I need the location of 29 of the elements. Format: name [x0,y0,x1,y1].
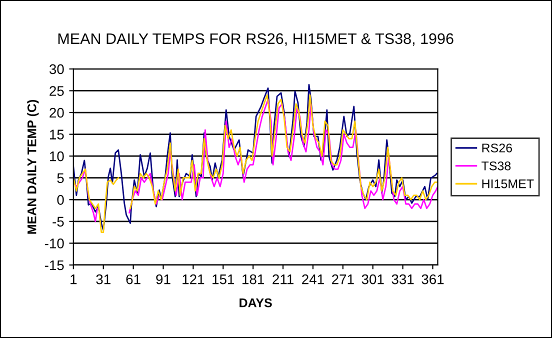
x-tick-label: 301 [362,274,384,284]
x-tick-label: 181 [242,274,264,284]
x-tick-label: 211 [272,274,294,284]
y-tick-label: 10 [50,151,64,162]
y-tick-label: -10 [44,238,64,248]
x-tick-label: 361 [422,274,444,284]
x-tick-label: 151 [212,274,234,284]
y-tick-label: 25 [50,86,64,96]
chart-title: MEAN DAILY TEMPS FOR RS26, HI15MET & TS38, 1996 [58,33,454,46]
y-axis-title: MEAN DAILY TEMP (C) [27,100,39,234]
x-tick-label: 271 [332,274,354,284]
y-tick-label: 15 [50,130,64,140]
x-tick-label: 31 [96,274,110,284]
y-tick-label: 30 [49,64,64,74]
x-tick-label: 91 [156,274,170,284]
y-tick-label: 5 [57,173,64,184]
y-tick-label: -5 [52,216,64,227]
y-tick-label: 20 [50,108,64,118]
x-axis-title: DAYS [240,298,272,308]
x-tick-label: 331 [392,274,414,284]
legend-label: RS26 [482,144,512,152]
y-tick-label: 0 [57,194,64,205]
x-tick-label: 1 [70,274,77,284]
x-tick-label: 61 [126,274,140,284]
legend-label: TS38 [482,161,511,170]
x-tick-label: 121 [182,274,204,284]
legend-label: HI15MET [482,180,534,188]
x-tick-label: 241 [302,274,324,284]
y-tick-label: -15 [44,260,64,270]
